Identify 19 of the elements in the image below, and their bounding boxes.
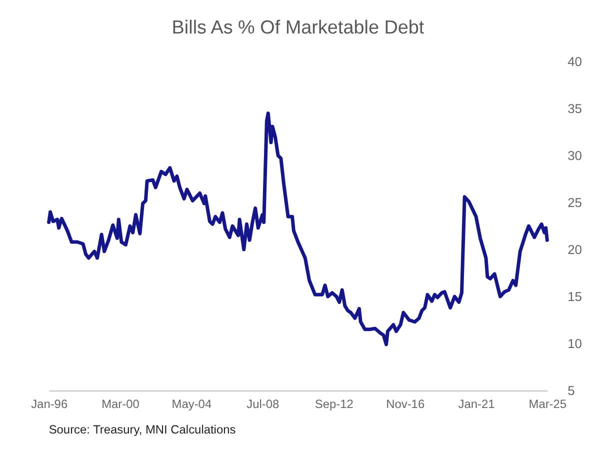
source-note: Source: Treasury, MNI Calculations <box>48 422 236 436</box>
y-tick-label: 15 <box>568 289 582 304</box>
y-tick-label: 20 <box>568 242 582 258</box>
x-tick-label: Jan-21 <box>458 396 496 411</box>
chart-title: Bills As % Of Marketable Debt <box>172 18 425 39</box>
y-tick-label: 35 <box>568 101 582 116</box>
line-series <box>47 112 549 346</box>
x-tick-label: May-04 <box>172 396 212 411</box>
y-tick-label: 25 <box>568 195 582 210</box>
x-tick-label: Nov-16 <box>386 396 425 411</box>
x-tick-label: Mar-00 <box>102 396 140 411</box>
y-tick-label: 30 <box>568 148 582 164</box>
y-tick-label: 5 <box>568 382 575 398</box>
x-tick-label: Sep-12 <box>314 396 354 411</box>
y-tick-label: 40 <box>568 54 582 70</box>
y-tick-label: 10 <box>568 336 582 351</box>
x-tick-label: Jan-96 <box>31 396 68 411</box>
x-tick-label: Mar-25 <box>528 396 567 411</box>
x-tick-label: Jul-08 <box>246 396 280 411</box>
